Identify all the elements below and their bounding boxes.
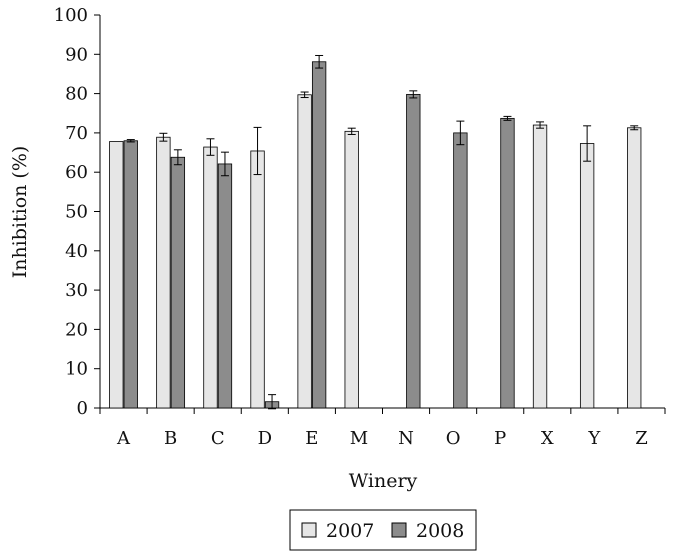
- error-bars: [126, 54, 639, 410]
- y-tick-label: 40: [65, 241, 88, 262]
- y-tick-label: 0: [77, 398, 88, 419]
- bar-2008-E: [311, 61, 327, 409]
- x-tick-label: M: [350, 428, 368, 449]
- y-tick-label: 10: [65, 359, 88, 380]
- x-tick-label: P: [494, 428, 506, 449]
- bar-2008-A: [123, 140, 138, 409]
- x-tick-label: X: [541, 428, 554, 449]
- bar-2007-Y: [579, 143, 595, 409]
- x-tick-label: O: [446, 428, 461, 449]
- bar-2008-C: [217, 163, 233, 409]
- bar-2007-B: [156, 136, 171, 409]
- bar-2007-C: [203, 146, 218, 409]
- bar-2007-E: [297, 94, 312, 409]
- x-tick-label: Z: [635, 428, 648, 449]
- y-tick-label: 60: [65, 162, 88, 183]
- legend-frame: [289, 509, 477, 551]
- y-tick-label: 30: [65, 280, 88, 301]
- legend-swatch-2008: [391, 522, 407, 538]
- x-tick-label: N: [398, 428, 414, 449]
- y-tick-label: 50: [65, 202, 88, 223]
- y-axis-ticks: 0 10 20 30 40 50 60 70 80 90 100: [54, 5, 100, 419]
- bar-2008-O: [453, 132, 468, 409]
- bar-2007-M: [344, 130, 359, 409]
- bar-2007-A: [109, 141, 124, 409]
- chart-bars: [109, 61, 642, 409]
- x-tick-label: B: [164, 428, 177, 449]
- x-tick-label: C: [211, 428, 225, 449]
- bar-2007-Z: [627, 127, 642, 409]
- x-tick-label: Y: [587, 428, 601, 449]
- legend-swatch-2007: [301, 522, 317, 538]
- legend-label-2008: 2008: [416, 520, 464, 542]
- x-tick-label: E: [305, 428, 318, 449]
- bar-2007-X: [532, 124, 548, 409]
- y-tick-label: 80: [65, 84, 88, 105]
- y-tick-label: 70: [65, 123, 88, 144]
- y-tick-label: 20: [65, 319, 88, 340]
- x-tick-label: A: [116, 428, 131, 449]
- y-tick-label: 90: [65, 44, 88, 65]
- x-tick-label: D: [258, 428, 272, 449]
- bar-2007-D: [250, 150, 265, 409]
- x-axis-title: Winery: [349, 470, 418, 492]
- bar-2008-B: [170, 156, 186, 409]
- y-tick-label: 100: [54, 5, 88, 26]
- y-axis-title: Inhibition (%): [9, 146, 31, 279]
- legend-label-2007: 2007: [326, 520, 374, 542]
- bar-2008-N: [406, 93, 421, 409]
- chart-legend: 2007 2008: [289, 509, 477, 551]
- bar-2008-P: [500, 117, 515, 409]
